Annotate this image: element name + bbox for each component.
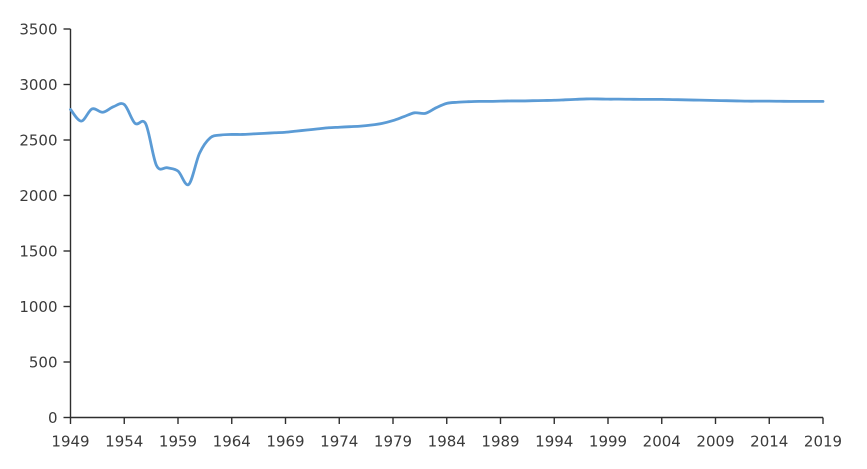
x-tick-label: 1949 [51,433,89,451]
x-tick-label: 1964 [213,433,251,451]
y-tick-label: 3500 [19,21,57,39]
x-tick-label: 1979 [374,433,412,451]
y-tick-label: 1000 [19,298,57,316]
y-tick-label: 2000 [19,187,57,205]
y-tick-label: 500 [29,354,58,372]
y-tick-label: 2500 [19,132,57,150]
x-tick-label: 2019 [804,433,842,451]
x-tick-label: 1984 [428,433,466,451]
y-tick-label: 1500 [19,243,57,261]
data-series-line [69,97,825,187]
x-tick-label: 1974 [320,433,358,451]
x-tick-label: 2009 [696,433,734,451]
x-tick-label: 2014 [750,433,788,451]
x-tick-label: 1954 [105,433,143,451]
y-tick-label: 3000 [19,76,57,94]
x-tick-label: 2004 [643,433,681,451]
x-tick-label: 1999 [589,433,627,451]
x-tick-label: 1994 [535,433,573,451]
x-tick-label: 1969 [266,433,304,451]
x-tick-label: 1989 [481,433,519,451]
x-tick-label: 1959 [159,433,197,451]
y-tick-label: 0 [48,409,58,427]
